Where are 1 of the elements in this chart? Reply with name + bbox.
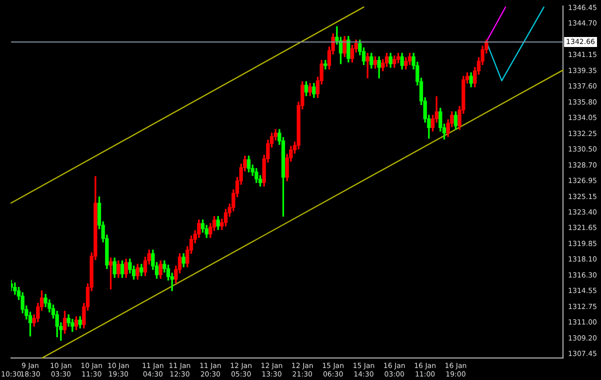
candlestick: [366, 52, 370, 78]
